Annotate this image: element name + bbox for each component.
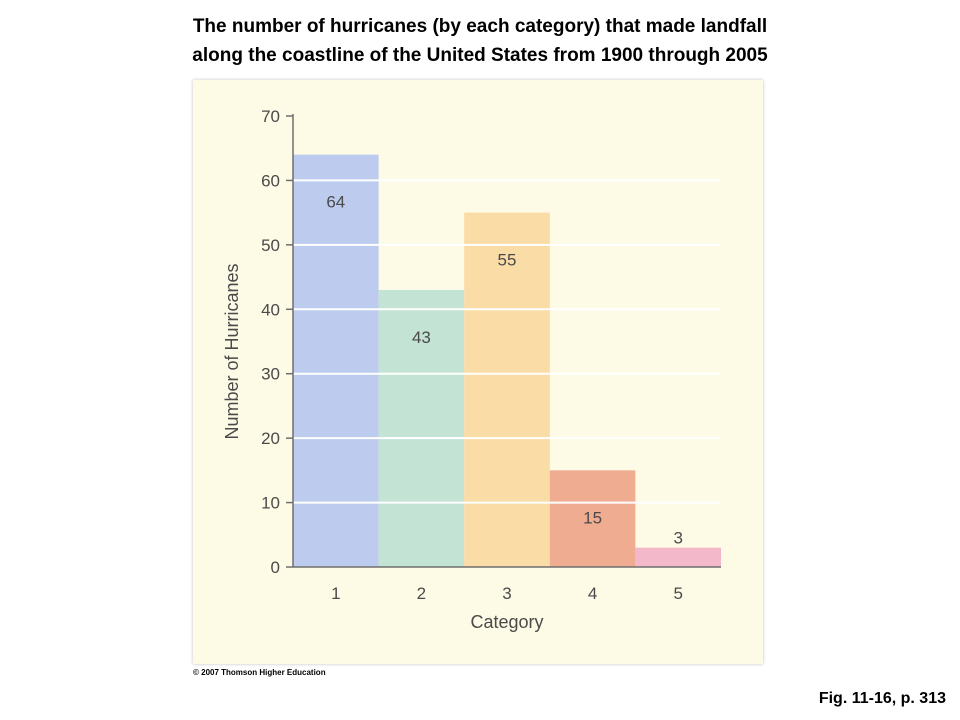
y-tick-label-0: 0 xyxy=(271,558,280,577)
y-axis-label: Number of Hurricanes xyxy=(222,263,242,439)
x-tick-label-1: 1 xyxy=(331,584,340,603)
y-tick-label-10: 10 xyxy=(261,494,280,513)
bar-category-2 xyxy=(378,289,465,567)
data-label-category-2: 43 xyxy=(412,328,431,347)
x-tick-label-3: 3 xyxy=(502,584,511,603)
x-tick-label-4: 4 xyxy=(588,584,597,603)
data-label-category-3: 55 xyxy=(498,251,517,270)
bar-category-3 xyxy=(464,212,550,567)
chart-title-line-1: The number of hurricanes (by each catego… xyxy=(192,16,768,37)
x-axis-label: Category xyxy=(470,612,543,632)
y-tick-label-20: 20 xyxy=(261,429,280,448)
chart-panel: 64 43 55 15 3 0 10 20 30 40 50 60 70 1 2 3 4 5 Category Num… xyxy=(193,80,763,664)
y-tick-label-70: 70 xyxy=(261,107,280,126)
copyright-notice: © 2007 Thomson Higher Education xyxy=(193,668,326,677)
data-label-category-4: 15 xyxy=(583,508,602,527)
bar-category-1 xyxy=(293,154,379,567)
figure-reference: Fig. 11-16, p. 313 xyxy=(818,690,946,707)
y-tick-label-60: 60 xyxy=(261,171,280,190)
bar-category-4 xyxy=(549,470,636,567)
y-tick-label-40: 40 xyxy=(261,300,280,319)
chart-title-line-2: along the coastline of the United States… xyxy=(192,45,768,66)
x-tick-label-2: 2 xyxy=(417,584,426,603)
data-label-category-5: 3 xyxy=(673,529,682,548)
bar-category-5 xyxy=(635,547,721,567)
y-tick-label-50: 50 xyxy=(261,236,280,255)
chart-title: The number of hurricanes (by each catego… xyxy=(0,12,960,70)
data-label-category-1: 64 xyxy=(326,193,345,212)
y-tick-label-30: 30 xyxy=(261,365,280,384)
x-tick-label-5: 5 xyxy=(673,584,682,603)
